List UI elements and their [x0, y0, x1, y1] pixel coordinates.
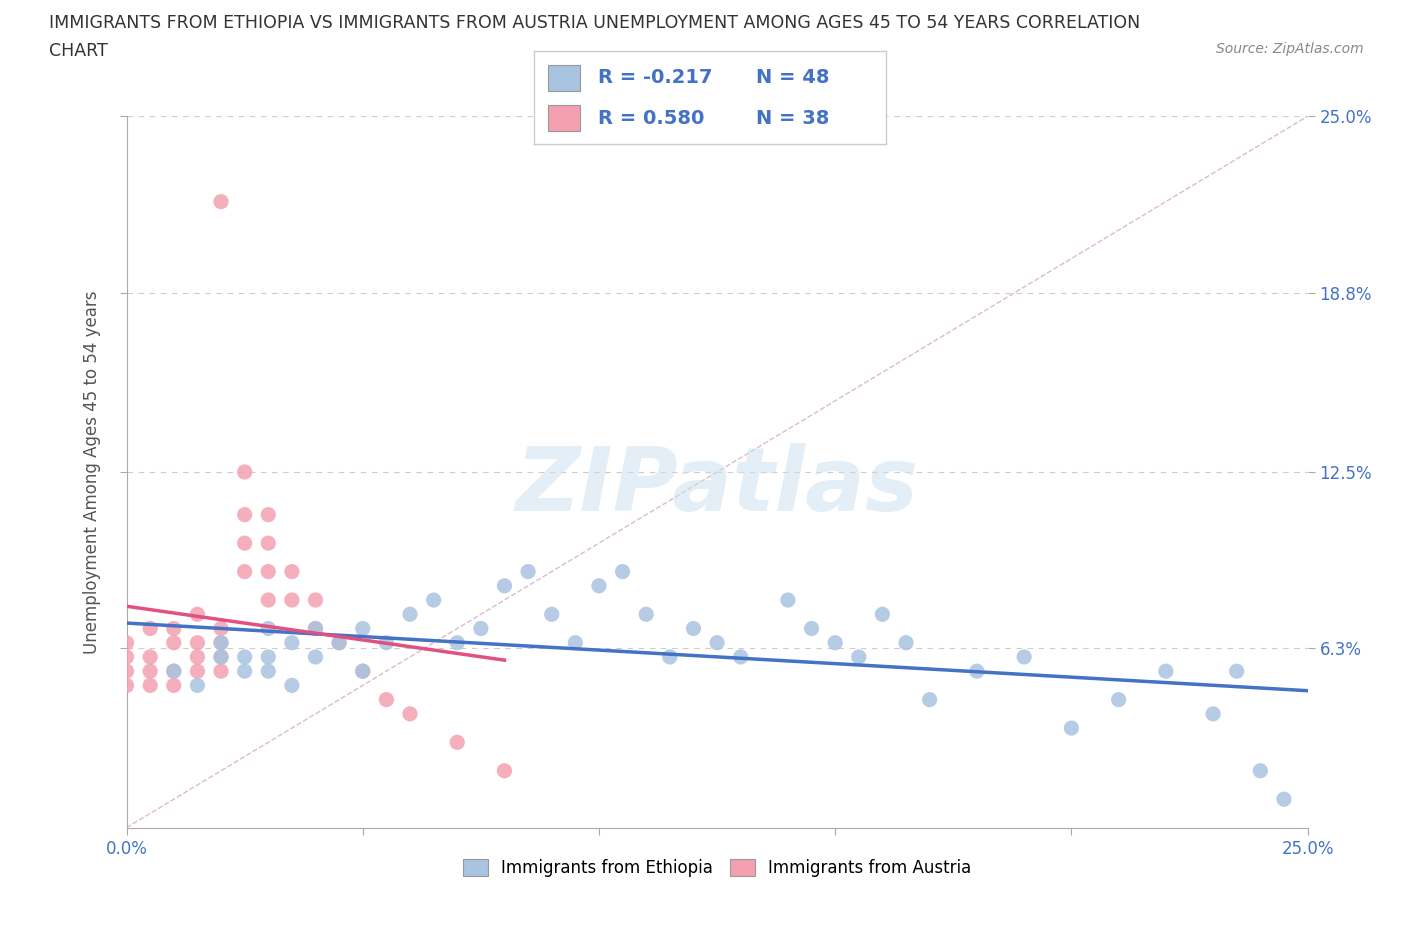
- Point: [304, 621, 326, 636]
- Point: [800, 621, 823, 636]
- Point: [115, 635, 138, 650]
- Point: [209, 649, 232, 664]
- Point: [257, 621, 280, 636]
- Text: R = 0.580: R = 0.580: [598, 109, 704, 127]
- Point: [1249, 764, 1271, 778]
- Point: [186, 678, 208, 693]
- Point: [163, 664, 186, 679]
- Point: [257, 649, 280, 664]
- Point: [1060, 721, 1083, 736]
- Point: [115, 678, 138, 693]
- Point: [1108, 692, 1130, 707]
- Point: [209, 621, 232, 636]
- Point: [281, 565, 304, 579]
- Point: [257, 565, 280, 579]
- Point: [375, 692, 398, 707]
- Point: [375, 635, 398, 650]
- Point: [494, 764, 516, 778]
- Point: [139, 664, 162, 679]
- Point: [209, 635, 232, 650]
- Point: [163, 621, 186, 636]
- Point: [115, 649, 138, 664]
- Point: [966, 664, 988, 679]
- Point: [1272, 791, 1295, 806]
- Point: [186, 649, 208, 664]
- Point: [209, 635, 232, 650]
- Point: [163, 635, 186, 650]
- Point: [612, 565, 634, 579]
- Point: [209, 194, 232, 209]
- Point: [257, 592, 280, 607]
- Point: [494, 578, 516, 593]
- Point: [281, 635, 304, 650]
- Point: [848, 649, 870, 664]
- Point: [233, 465, 256, 480]
- Point: [540, 607, 562, 622]
- FancyBboxPatch shape: [548, 65, 581, 91]
- Point: [186, 607, 208, 622]
- Point: [776, 592, 799, 607]
- Point: [209, 664, 232, 679]
- Point: [304, 621, 326, 636]
- Point: [399, 607, 422, 622]
- Text: N = 48: N = 48: [756, 68, 830, 86]
- Point: [352, 664, 374, 679]
- Point: [281, 592, 304, 607]
- Text: IMMIGRANTS FROM ETHIOPIA VS IMMIGRANTS FROM AUSTRIA UNEMPLOYMENT AMONG AGES 45 T: IMMIGRANTS FROM ETHIOPIA VS IMMIGRANTS F…: [49, 14, 1140, 32]
- Point: [422, 592, 444, 607]
- Legend: Immigrants from Ethiopia, Immigrants from Austria: Immigrants from Ethiopia, Immigrants fro…: [456, 852, 979, 883]
- Point: [163, 678, 186, 693]
- Point: [163, 664, 186, 679]
- Point: [233, 507, 256, 522]
- Point: [209, 649, 232, 664]
- Point: [588, 578, 610, 593]
- Point: [186, 635, 208, 650]
- Point: [257, 536, 280, 551]
- Text: CHART: CHART: [49, 42, 108, 60]
- Point: [257, 507, 280, 522]
- Point: [115, 664, 138, 679]
- Point: [824, 635, 846, 650]
- Point: [281, 678, 304, 693]
- Point: [233, 649, 256, 664]
- Text: R = -0.217: R = -0.217: [598, 68, 711, 86]
- Point: [1202, 707, 1225, 722]
- Point: [139, 621, 162, 636]
- Point: [1226, 664, 1249, 679]
- Point: [233, 664, 256, 679]
- Text: N = 38: N = 38: [756, 109, 830, 127]
- Point: [918, 692, 941, 707]
- Point: [233, 536, 256, 551]
- Point: [399, 707, 422, 722]
- Point: [352, 664, 374, 679]
- Point: [470, 621, 492, 636]
- Point: [1012, 649, 1035, 664]
- Point: [706, 635, 728, 650]
- Point: [730, 649, 752, 664]
- Point: [328, 635, 350, 650]
- Text: ZIPatlas: ZIPatlas: [516, 443, 918, 530]
- Point: [328, 635, 350, 650]
- Point: [352, 621, 374, 636]
- Point: [186, 664, 208, 679]
- Point: [304, 592, 326, 607]
- Point: [446, 635, 468, 650]
- Point: [564, 635, 586, 650]
- FancyBboxPatch shape: [548, 105, 581, 131]
- Point: [304, 649, 326, 664]
- Point: [894, 635, 917, 650]
- Point: [682, 621, 704, 636]
- Point: [517, 565, 540, 579]
- Point: [872, 607, 894, 622]
- Point: [1154, 664, 1177, 679]
- Point: [257, 664, 280, 679]
- Point: [658, 649, 681, 664]
- Point: [233, 565, 256, 579]
- Point: [446, 735, 468, 750]
- Point: [139, 649, 162, 664]
- Text: Source: ZipAtlas.com: Source: ZipAtlas.com: [1216, 42, 1364, 56]
- Point: [139, 678, 162, 693]
- Point: [636, 607, 658, 622]
- Y-axis label: Unemployment Among Ages 45 to 54 years: Unemployment Among Ages 45 to 54 years: [83, 290, 101, 654]
